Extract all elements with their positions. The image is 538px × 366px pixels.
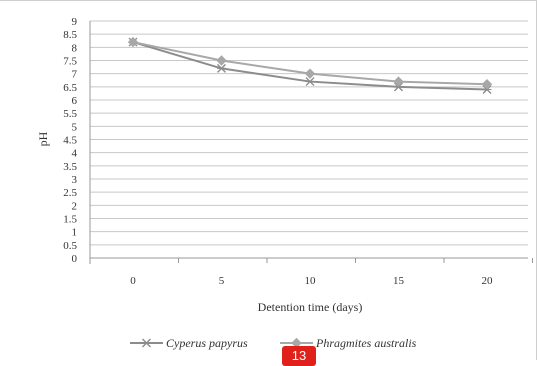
- x-tick-labels: 0 5 10 15 20: [89, 258, 533, 287]
- x-axis-title: Detention time (days): [258, 300, 363, 314]
- notification-badge: 13: [282, 346, 316, 366]
- data-point-0-2: [305, 77, 315, 87]
- legend-label-phragmites: Phragmites australis: [315, 336, 417, 350]
- y-tick-label: 7: [72, 69, 78, 81]
- data-point-1-3: [393, 76, 404, 87]
- x-tick-label: 20: [482, 275, 494, 287]
- y-tick-label: 8.5: [63, 29, 77, 41]
- y-tick-label: 5: [72, 121, 78, 133]
- data-point-1-1: [216, 55, 227, 66]
- data-point-1-2: [304, 68, 316, 79]
- y-tick-label: 3: [72, 174, 78, 186]
- data-point-0-1: [217, 63, 226, 73]
- y-tick-label: 4: [72, 148, 78, 160]
- legend-label-cyperus: Cyperus papyrus: [166, 336, 248, 350]
- y-tick-label: 1.5: [63, 214, 77, 226]
- y-tick-label: 2: [72, 200, 78, 212]
- x-tick-label: 0: [130, 275, 136, 287]
- y-tick-label: 6.5: [63, 82, 77, 94]
- legend-marker-shape: [142, 338, 151, 348]
- x-tick-label: 10: [305, 275, 317, 287]
- y-tick-label: 2.5: [63, 187, 77, 199]
- x-tick-label: 5: [219, 275, 225, 287]
- data-point-0-4: [482, 84, 492, 94]
- y-tick-label: 9: [72, 16, 78, 28]
- legend: Cyperus papyrus Phragmites australis: [130, 336, 417, 350]
- y-tick-label: 1: [72, 227, 78, 239]
- data-point-0-3: [394, 82, 403, 92]
- data-point-1-0: [127, 36, 139, 48]
- y-tick-label: 4.5: [63, 135, 77, 147]
- data-point-1-4: [481, 78, 493, 90]
- y-tick-label: 0.5: [63, 240, 77, 252]
- y-tick-label: 0: [72, 253, 78, 265]
- series-layer: [127, 36, 493, 94]
- legend-marker-cyperus: [142, 338, 151, 348]
- y-tick-label: 3.5: [63, 161, 77, 173]
- y-tick-label: 5.5: [63, 108, 77, 120]
- y-axis-title: pH: [36, 131, 50, 146]
- y-tick-label: 6: [72, 95, 78, 107]
- y-tick-label: 7.5: [63, 56, 77, 68]
- y-tick-labels: 00.511.5 22.533.544.5 55.566.577.5 88.59: [63, 16, 77, 265]
- gridlines: [90, 20, 528, 246]
- y-tick-label: 8: [72, 42, 78, 54]
- x-tick-label: 15: [393, 275, 405, 287]
